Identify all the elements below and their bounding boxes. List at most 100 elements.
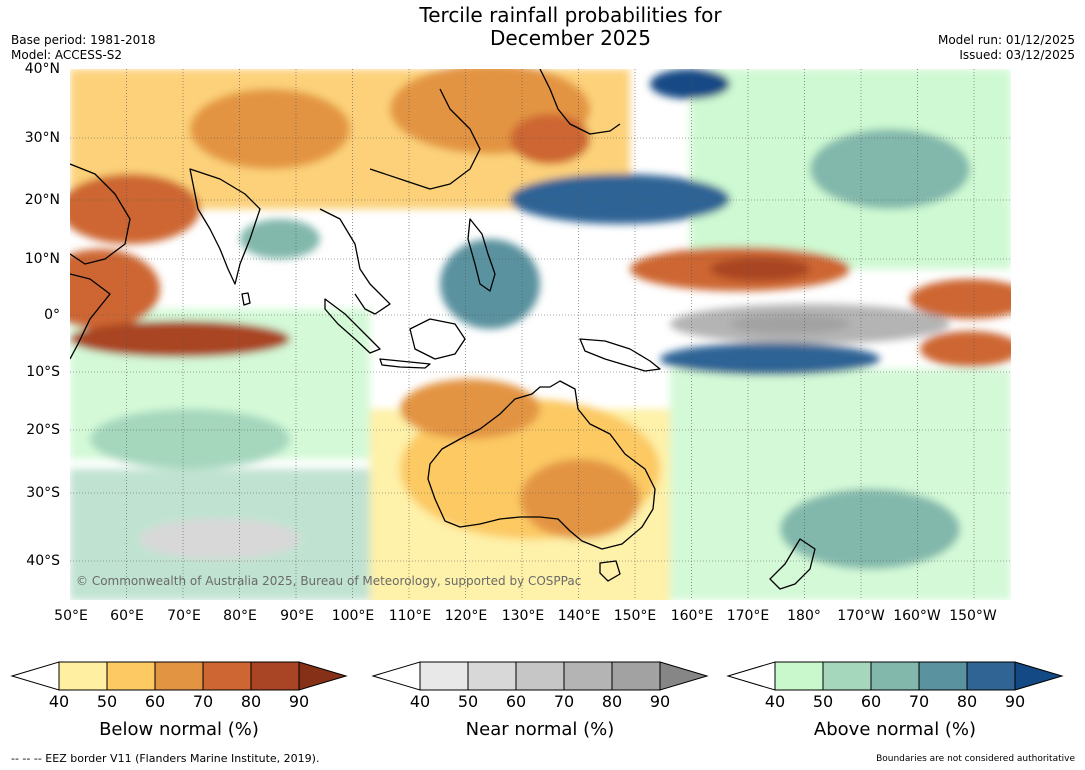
colorbar-below-segment [58, 661, 108, 691]
colorbar-below-segment [154, 661, 204, 691]
lon-label: 160°E [670, 608, 714, 624]
patch-south-pacific-wet-core [780, 489, 960, 569]
patch-horn-africa-dry [70, 249, 160, 329]
lon-label: 150°E [613, 608, 657, 624]
patch-east-pacific-dry [910, 279, 1011, 319]
colorbar-below-low-arrow [10, 661, 60, 691]
lon-label: 170°E [726, 608, 770, 624]
coast-borneo [409, 318, 466, 360]
metadata-left: Base period: 1981-2018 Model: ACCESS-S2 [11, 33, 156, 63]
coast-philippines [467, 218, 496, 292]
lon-label: 100°E [331, 608, 375, 624]
colorbar-above-high-arrow [1014, 661, 1064, 691]
lon-label: 120°E [444, 608, 488, 624]
lon-label: 150°W [949, 608, 997, 624]
colorbar-tick: 60 [860, 692, 882, 711]
lat-label: 0° [44, 307, 60, 323]
lon-label: 90°E [280, 608, 314, 624]
colorbar-tick: 80 [956, 692, 978, 711]
lat-label: 10°N [24, 251, 60, 267]
colorbar-below-segment [202, 661, 252, 691]
model-run: Model run: 01/12/2025 [937, 33, 1075, 47]
coast-new-guinea [579, 338, 661, 372]
base-period: Base period: 1981-2018 [11, 33, 156, 47]
patch-india-dry [190, 89, 350, 169]
colorbar-tick: 50 [96, 692, 118, 711]
colorbar-above-segment [918, 661, 968, 691]
eez-border-note: -- -- -- EEZ border V11 (Flanders Marine… [11, 752, 320, 765]
coast-sri-lanka [241, 292, 251, 306]
boundary-disclaimer: Boundaries are not considered authoritat… [876, 754, 1075, 764]
coast-korea-japan [539, 69, 621, 135]
colorbar-tick: 90 [288, 692, 310, 711]
patch-australia-nw-dry [400, 379, 540, 439]
rainfall-probability-map: © Commonwealth of Australia 2025, Bureau… [70, 69, 1011, 600]
lon-label: 110°E [388, 608, 432, 624]
lon-label: 50°E [54, 608, 88, 624]
lat-label: 30°N [24, 130, 60, 146]
colorbar-tick: 60 [505, 692, 527, 711]
colorbar-above-label: Above normal (%) [813, 719, 977, 740]
graticule [70, 69, 1011, 600]
patch-japan-wet [650, 69, 730, 99]
patch-south-near-normal [140, 519, 300, 559]
coast-australia [427, 380, 656, 550]
colorbar-tick: 80 [240, 692, 262, 711]
lat-label: 40°S [26, 553, 60, 569]
patch-bay-of-bengal-wet [240, 219, 320, 259]
probability-field [70, 69, 1011, 600]
colorbar-tick: 70 [553, 692, 575, 711]
lon-label: 70°E [167, 608, 201, 624]
colorbar-tick: 40 [409, 692, 431, 711]
colorbar-near-segment [515, 661, 565, 691]
patch-nw-pacific-wet [510, 174, 730, 224]
lon-label: 160°W [893, 608, 941, 624]
colorbar-above-segment [870, 661, 920, 691]
colorbars [10, 661, 1064, 691]
patch-south-equatorial-wet [660, 343, 880, 375]
colorbar-near-segment [419, 661, 469, 691]
patch-east-pacific-dry-south [920, 331, 1011, 367]
patch-central-pacific-wet [810, 129, 970, 209]
colorbar-below-high-arrow [298, 661, 348, 691]
title-line-2: December 2025 [490, 26, 651, 50]
model-name: Model: ACCESS-S2 [11, 48, 123, 62]
patch-china-core-dry [510, 114, 590, 164]
colorbar-above-segment [774, 661, 824, 691]
colorbar-below [10, 661, 348, 691]
colorbar-tick: 50 [812, 692, 834, 711]
patch-pacific-north-core [710, 257, 810, 281]
colorbar-near-low-arrow [371, 661, 421, 691]
coast-africa-horn [70, 273, 111, 360]
colorbar-below-segment [106, 661, 156, 691]
colorbar-near-segment [611, 661, 661, 691]
patch-south-indian-wet [90, 409, 290, 469]
map-canvas [70, 69, 1011, 600]
colorbar-near-label: Near normal (%) [465, 719, 615, 740]
coast-arabia [70, 163, 131, 265]
coast-tasmania [599, 560, 621, 582]
title-line-1: Tercile rainfall probabilities for [419, 3, 722, 27]
colorbar-near-high-arrow [659, 661, 709, 691]
coastlines [70, 69, 816, 590]
patch-australia-east-dry [520, 459, 640, 539]
colorbar-below-segment [250, 661, 300, 691]
coast-sumatra [324, 298, 381, 354]
lat-label: 40°N [24, 61, 60, 77]
colorbar-tick: 50 [457, 692, 479, 711]
colorbar-tick: 90 [649, 692, 671, 711]
chart-title: Tercile rainfall probabilities for Decem… [0, 4, 1085, 50]
patch-philippines-wet [440, 239, 540, 329]
patch-arabia-dry [70, 174, 200, 244]
issued-date: Issued: 03/12/2025 [959, 48, 1075, 62]
coast-india [189, 168, 261, 285]
colorbar-above-low-arrow [726, 661, 776, 691]
colorbar-near-segment [563, 661, 613, 691]
colorbar-tick: 70 [192, 692, 214, 711]
colorbar-tick: 60 [144, 692, 166, 711]
colorbar-tick: 40 [764, 692, 786, 711]
patch-equatorial-indian-dry [70, 321, 290, 357]
colorbar-tick: 90 [1004, 692, 1026, 711]
coast-new-zealand [769, 538, 816, 590]
patch-equatorial-near-core [730, 314, 850, 334]
